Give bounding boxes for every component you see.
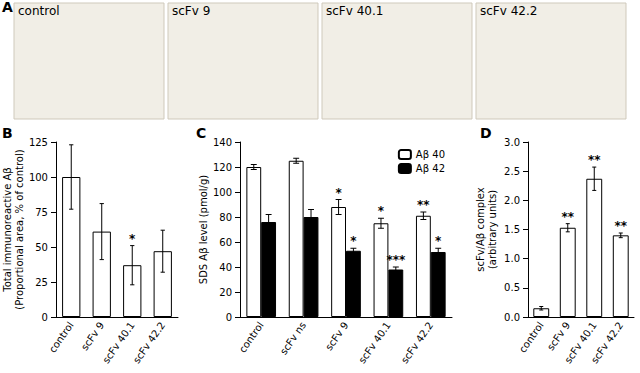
- svg-text:control: control: [517, 320, 546, 355]
- svg-text:40: 40: [219, 262, 232, 273]
- svg-text:*: *: [378, 204, 385, 218]
- svg-text:3.0: 3.0: [504, 137, 520, 148]
- svg-text:80: 80: [219, 212, 232, 223]
- svg-text:scFv 9: scFv 9: [545, 320, 572, 352]
- svg-text:**: **: [417, 198, 430, 212]
- svg-text:Total immunoreactive Aβ: Total immunoreactive Aβ: [2, 167, 13, 292]
- svg-text:scFv 42.2: scFv 42.2: [480, 4, 537, 18]
- svg-text:100: 100: [213, 187, 232, 198]
- svg-text:D: D: [480, 125, 492, 141]
- svg-text:*: *: [129, 232, 136, 246]
- svg-text:scFv 42.2: scFv 42.2: [589, 320, 625, 365]
- svg-text:control: control: [47, 320, 76, 355]
- svg-text:Aβ 40: Aβ 40: [416, 149, 445, 160]
- svg-text:***: ***: [386, 253, 406, 267]
- svg-text:scFv ns: scFv ns: [278, 320, 308, 357]
- svg-text:scFv 42.2: scFv 42.2: [131, 320, 167, 365]
- svg-text:1.0: 1.0: [504, 253, 520, 264]
- svg-text:75: 75: [35, 207, 48, 218]
- svg-text:0: 0: [226, 312, 232, 323]
- svg-text:scFv 40.1: scFv 40.1: [356, 320, 392, 365]
- svg-text:scFv 9: scFv 9: [172, 4, 210, 18]
- svg-text:**: **: [561, 210, 574, 224]
- svg-text:0.0: 0.0: [504, 312, 520, 323]
- svg-text:50: 50: [35, 242, 48, 253]
- svg-text:scFv 40.1: scFv 40.1: [100, 319, 137, 366]
- svg-text:scFv 9: scFv 9: [323, 320, 350, 352]
- svg-text:SDS Aβ level (pmol/g): SDS Aβ level (pmol/g): [198, 175, 209, 285]
- svg-text:0: 0: [42, 312, 48, 323]
- svg-text:1.5: 1.5: [504, 224, 520, 235]
- svg-text:**: **: [614, 219, 627, 233]
- svg-text:C: C: [196, 125, 206, 141]
- svg-text:*: *: [335, 186, 342, 200]
- svg-text:100: 100: [29, 172, 48, 183]
- svg-text:120: 120: [213, 162, 232, 173]
- svg-text:(arbitrary units): (arbitrary units): [487, 190, 498, 269]
- svg-text:60: 60: [219, 237, 232, 248]
- svg-text:*: *: [435, 234, 442, 248]
- svg-text:25: 25: [35, 277, 48, 288]
- svg-text:2.5: 2.5: [504, 166, 520, 177]
- svg-text:20: 20: [219, 287, 232, 298]
- svg-text:scFv 42.2: scFv 42.2: [399, 320, 435, 365]
- svg-text:scFv 9: scFv 9: [79, 320, 106, 352]
- svg-text:scFv/Aβ complex: scFv/Aβ complex: [475, 187, 486, 272]
- svg-text:A: A: [2, 0, 13, 15]
- svg-text:140: 140: [213, 137, 232, 148]
- svg-text:Aβ 42: Aβ 42: [416, 163, 445, 174]
- svg-text:B: B: [2, 125, 13, 141]
- svg-text:2.0: 2.0: [504, 195, 520, 206]
- svg-text:control: control: [237, 320, 266, 355]
- svg-text:0.5: 0.5: [504, 282, 520, 293]
- svg-text:scFv 40.1: scFv 40.1: [326, 4, 383, 18]
- svg-text:125: 125: [29, 137, 48, 148]
- svg-text:**: **: [588, 153, 601, 167]
- svg-text:*: *: [350, 234, 357, 248]
- svg-text:(Proportional area, % of contr: (Proportional area, % of control): [14, 149, 25, 309]
- svg-text:scFv 40.1: scFv 40.1: [562, 319, 599, 366]
- svg-text:control: control: [18, 4, 60, 18]
